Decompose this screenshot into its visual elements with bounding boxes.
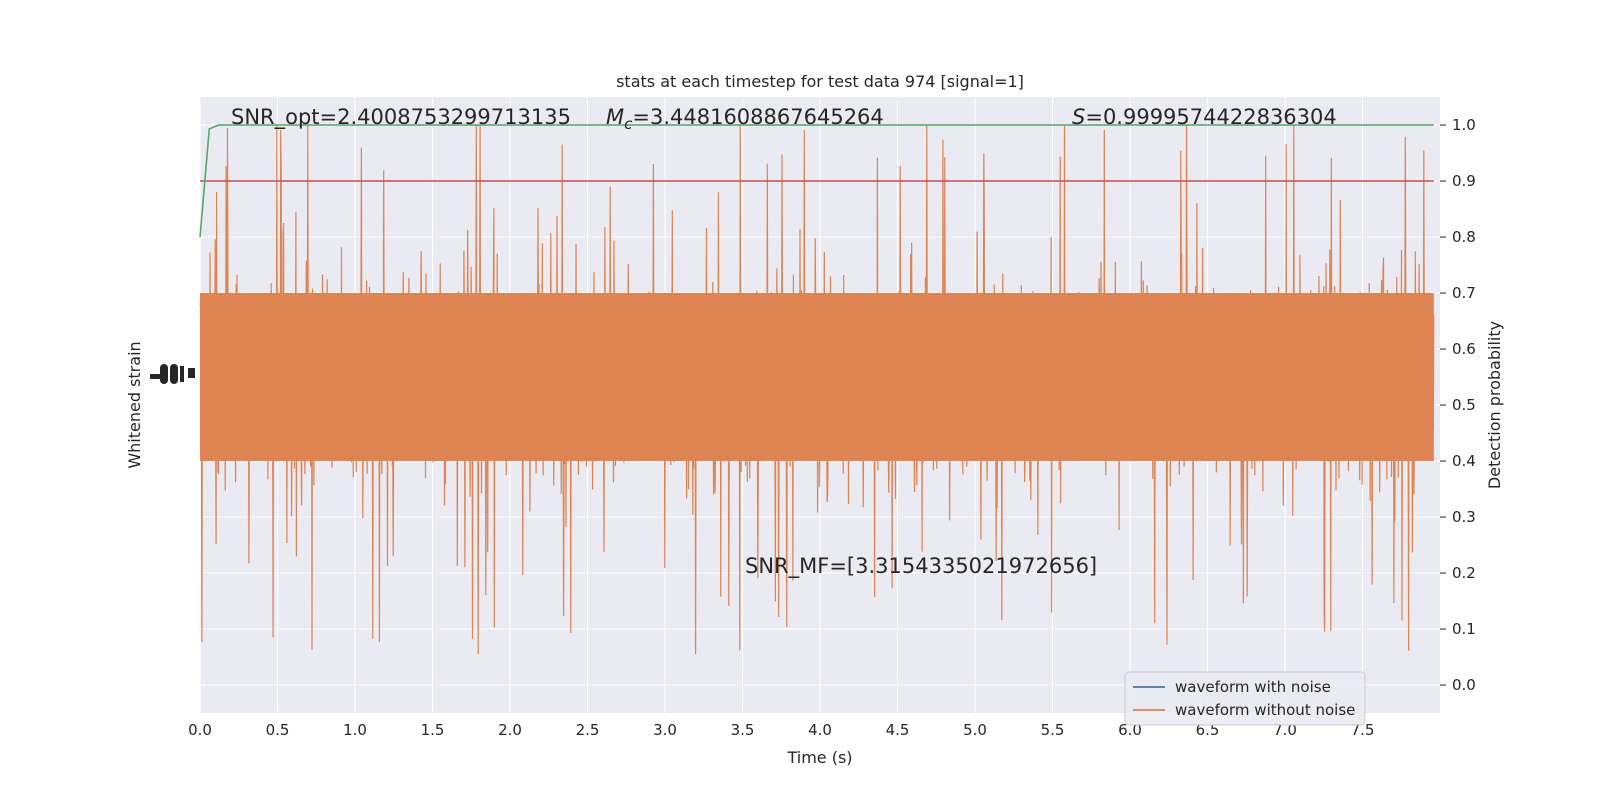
annotation-snr-mf: SNR_MF=[3.3154335021972656]: [745, 554, 1097, 579]
probability-lines: [199, 124, 1434, 238]
y-tick-label: 0.4: [1452, 452, 1476, 470]
left-axis-overlapping-ticks: [150, 364, 195, 384]
y-tick-label: 0.1: [1452, 620, 1476, 638]
chart-title: stats at each timestep for test data 974…: [616, 72, 1024, 91]
legend-label-without-noise: waveform without noise: [1175, 701, 1355, 719]
x-tick-label: 4.0: [808, 721, 832, 739]
legend: waveform with noise waveform without noi…: [1124, 671, 1366, 726]
waveform-without-noise-series: [199, 124, 1435, 655]
y-tick-label: 1.0: [1452, 116, 1476, 134]
legend-label-with-noise: waveform with noise: [1175, 678, 1331, 696]
x-tick-label: 1.5: [421, 721, 445, 739]
y-tick-label: 0.0: [1452, 676, 1476, 694]
detection-probability-line: [199, 124, 1434, 238]
annotation-snr-opt: SNR_opt=2.4008753299713135: [231, 105, 571, 130]
y-tick-label: 0.3: [1452, 508, 1476, 526]
x-tick-label: 2.5: [576, 721, 600, 739]
x-tick-label: 0.0: [188, 721, 212, 739]
x-tick-label: 0.5: [266, 721, 290, 739]
waveform-without-noise-line: [199, 124, 1435, 655]
y-axis-left-label: Whitened strain: [125, 341, 144, 468]
annotation-s: S=0.9999574422836304: [1072, 105, 1337, 129]
legend-box: [1124, 671, 1366, 726]
y-tick-label: 0.8: [1452, 228, 1476, 246]
y-axis-right-label: Detection probability: [1485, 321, 1504, 489]
annotation-chirp-mass: Mc=3.4481608867645264: [606, 105, 884, 133]
x-tick-label: 3.5: [731, 721, 755, 739]
y-tick-label: 0.7: [1452, 284, 1476, 302]
x-axis-label: Time (s): [786, 748, 852, 767]
y-tick-label: 0.6: [1452, 340, 1476, 358]
x-tick-label: 4.5: [886, 721, 910, 739]
x-tick-label: 3.0: [653, 721, 677, 739]
y-tick-label: 0.2: [1452, 564, 1476, 582]
x-tick-label: 1.0: [343, 721, 367, 739]
x-tick-label: 5.5: [1041, 721, 1065, 739]
y-tick-label: 0.5: [1452, 396, 1476, 414]
x-tick-label: 5.0: [963, 721, 987, 739]
x-tick-label: 2.0: [498, 721, 522, 739]
y-tick-label: 0.9: [1452, 172, 1476, 190]
